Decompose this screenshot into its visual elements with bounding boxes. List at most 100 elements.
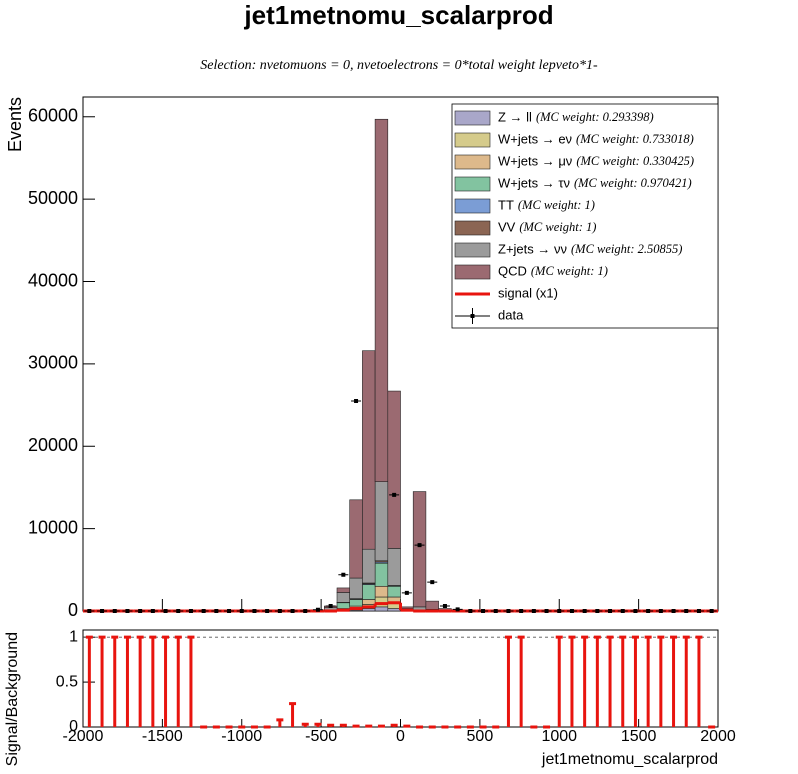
- ratio-point: [390, 723, 398, 727]
- chart-subtitle: Selection: nvetomuons = 0, nvetoelectron…: [200, 58, 598, 73]
- ratio-point: [568, 635, 576, 727]
- data-point: [147, 609, 158, 613]
- ratio-point: [289, 702, 297, 727]
- data-point: [541, 609, 552, 613]
- ratio-point: [98, 635, 106, 727]
- x-tick-label: 0: [396, 728, 405, 745]
- data-point: [643, 609, 654, 613]
- stack-bar: [425, 600, 439, 610]
- data-point: [97, 609, 108, 613]
- data-point: [693, 609, 704, 613]
- legend-swatch: [454, 198, 491, 214]
- legend-swatch: [454, 242, 491, 258]
- data-point: [516, 609, 527, 613]
- stack-bar: [362, 584, 376, 600]
- data-point: [439, 604, 450, 609]
- ratio-point: [123, 635, 131, 727]
- data-point: [211, 609, 222, 613]
- ratio-point: [149, 635, 157, 727]
- data-point: [274, 609, 285, 613]
- legend-weight: (MC weight: 0.293398): [536, 110, 654, 124]
- data-point: [262, 609, 273, 613]
- stack-bar: [374, 562, 389, 587]
- stack-bar: [336, 602, 350, 609]
- ratio-point: [644, 635, 652, 727]
- data-point: [503, 609, 514, 613]
- legend-label: W+jets → μν (MC weight: 0.330425): [498, 153, 694, 168]
- x-tick-label: -1000: [221, 728, 262, 745]
- legend-swatch: [454, 132, 491, 148]
- legend-weight: (MC weight: 0.330425): [576, 154, 694, 168]
- stack-bar: [362, 608, 376, 612]
- y-tick-label: 60000: [28, 106, 78, 126]
- ratio-point: [365, 724, 373, 728]
- y-tick-label: 30000: [28, 353, 78, 373]
- data-point: [249, 609, 260, 613]
- data-point: [655, 609, 666, 613]
- y-tick-label: 20000: [28, 435, 78, 455]
- legend-label: Z+jets → νν (MC weight: 2.50855): [498, 241, 682, 256]
- stack-bar: [374, 585, 389, 598]
- y-tick-label: 0: [68, 600, 78, 620]
- ratio-point: [162, 635, 170, 727]
- y-tick-label: 10000: [28, 517, 78, 537]
- stack-bar: [374, 118, 389, 482]
- ratio-y-axis-label: Signal/Background: [4, 632, 21, 766]
- ratio-point: [517, 635, 525, 727]
- data-point: [300, 609, 311, 613]
- legend-weight: (MC weight: 0.970421): [574, 176, 692, 190]
- ratio-point: [174, 635, 182, 727]
- ratio-point: [670, 635, 678, 727]
- ratio-point: [301, 722, 309, 727]
- stack-bar: [412, 491, 427, 608]
- ratio-point: [555, 635, 563, 727]
- chart-title: jet1metnomu_scalarprod: [243, 0, 553, 30]
- ratio-point: [314, 722, 322, 727]
- stack-bar: [387, 390, 401, 549]
- legend-label: Z → ll (MC weight: 0.293398): [498, 109, 654, 124]
- data-point: [109, 609, 120, 613]
- data-point: [173, 609, 184, 613]
- legend-label: TT (MC weight: 1): [498, 197, 595, 212]
- legend-swatch: [455, 308, 490, 324]
- data-point: [452, 607, 463, 612]
- data-point: [478, 609, 489, 613]
- ratio-point: [682, 635, 690, 727]
- ratio-point: [85, 635, 93, 727]
- stack-bar: [374, 606, 389, 612]
- data-point: [630, 609, 641, 613]
- x-tick-label: -1500: [142, 728, 183, 745]
- stack-bar: [336, 592, 350, 603]
- x-tick-label: 1500: [621, 728, 657, 745]
- ratio-point: [403, 724, 411, 728]
- legend-weight: (MC weight: 1): [518, 198, 595, 212]
- data-point: [401, 590, 412, 595]
- legend-swatch: [454, 154, 491, 170]
- data-point: [185, 609, 196, 613]
- data-point: [706, 609, 717, 613]
- ratio-point: [581, 635, 589, 727]
- stack-bar: [336, 587, 350, 593]
- data-point: [224, 609, 235, 613]
- data-point: [617, 609, 628, 613]
- data-point: [579, 609, 590, 613]
- ratio-point: [631, 635, 639, 727]
- ratio-point: [187, 635, 195, 727]
- legend-box: [451, 103, 719, 329]
- data-point: [325, 604, 336, 609]
- stack-bar: [387, 608, 401, 612]
- data-point: [592, 609, 603, 613]
- x-tick-label: 500: [467, 728, 494, 745]
- data-point: [465, 609, 476, 613]
- stack-bar: [362, 548, 376, 584]
- data-point: [338, 572, 349, 577]
- data-point: [490, 609, 501, 613]
- x-tick-label: -2000: [63, 728, 104, 745]
- ratio-point: [657, 635, 665, 727]
- data-point: [554, 609, 565, 613]
- stack-bar: [362, 599, 376, 605]
- stack-bar: [374, 596, 389, 608]
- x-tick-label: 1000: [541, 728, 577, 745]
- ratio-point: [136, 635, 144, 727]
